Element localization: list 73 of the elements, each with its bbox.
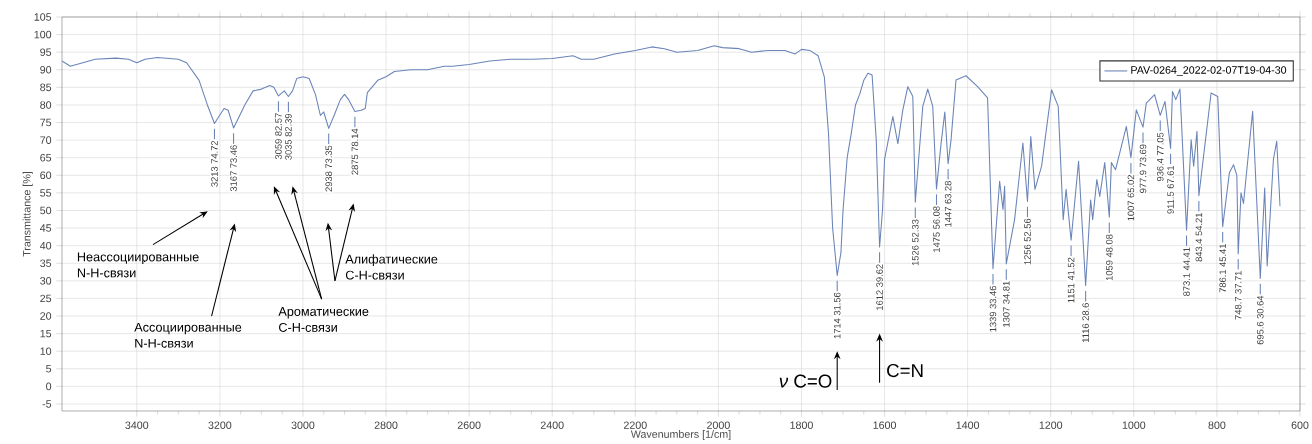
annotation: 1714 31.56 (833, 292, 841, 339)
annotation: 843.4 54.21 (1195, 213, 1203, 262)
annotation: 1526 52.33 (912, 219, 919, 266)
x-tick-label: 3400 (125, 421, 149, 429)
y-tick-label: 55 (40, 189, 52, 197)
annotation: Ассоциированные N-H-связи (134, 322, 242, 348)
y-tick-label: 70 (40, 136, 52, 144)
y-tick-label: 60 (40, 171, 52, 180)
annotation: 695.6 30.64 (1256, 295, 1264, 345)
annotation: 3167 73.46 (230, 145, 237, 192)
x-tick-label: 1400 (956, 421, 980, 429)
annotation: 1447 63.28 (944, 181, 952, 227)
annotation: 1612 39.62 (876, 264, 883, 310)
annotation: 3059 82.57 (275, 113, 282, 160)
x-tick-label: 1600 (873, 421, 897, 429)
annotation: 1059 48.08 (1106, 234, 1113, 281)
annotation: 3035 82.39 (285, 113, 292, 160)
y-tick-label: 25 (40, 294, 52, 303)
x-tick-label: 3200 (208, 421, 232, 429)
legend-label: PAV-0264_2022-02-07T19-04-30 (1131, 66, 1287, 76)
y-tick-label: 95 (40, 48, 52, 56)
y-tick-label: 30 (40, 277, 52, 285)
annotation: 977.9 73.69 (1139, 144, 1147, 193)
annotation: 1475 56.08 (933, 206, 940, 252)
annotation: 936.4 77.05 (1156, 132, 1164, 182)
y-tick-label: 50 (40, 206, 52, 215)
x-axis-title: Wavenumbers [1/cm] (630, 430, 731, 441)
x-tick-label: 800 (1208, 421, 1226, 429)
x-tick-label: 1000 (1122, 421, 1146, 429)
annotation: 1151 41.52 (1067, 257, 1075, 303)
x-tick-label: 2400 (540, 421, 564, 429)
annotation: Алифатические C-H-связи (345, 254, 438, 280)
y-tick-label: 75 (40, 118, 52, 127)
x-tick-label: 2000 (707, 421, 730, 429)
y-tick-label: 5 (46, 365, 52, 373)
y-tick-label: 65 (40, 153, 52, 162)
annotation: 748.7 37.71 (1234, 271, 1242, 320)
annotation: 786.1 45.41 (1219, 244, 1226, 293)
y-tick-label: 80 (40, 101, 52, 109)
annotation: 911.5 67.61 (1167, 165, 1174, 214)
annotation: 2875 78.14 (351, 128, 359, 175)
x-tick-label: 1800 (790, 421, 813, 429)
annotation: C=N (887, 363, 923, 378)
y-tick-label: 100 (34, 30, 52, 39)
annotation: Ароматические C-H-связи (278, 307, 369, 332)
x-tick-label: 2600 (457, 421, 481, 429)
annotation: 1007 65.02 (1127, 175, 1135, 221)
x-tick-label: 2200 (623, 421, 647, 429)
y-tick-label: 15 (40, 329, 52, 338)
annotation: 2938 73.35 (325, 145, 332, 192)
annotation: Неассоциированные N-H-связи (77, 252, 199, 278)
y-axis-title: Transmittance [%] (22, 172, 33, 257)
annotation: 1339 33.46 (989, 286, 997, 332)
annotation: 1307 34.81 (1002, 281, 1010, 327)
y-tick-label: 35 (40, 259, 52, 268)
y-tick-label: 85 (40, 83, 52, 92)
annotation: 873.1 44.41 (1183, 247, 1190, 296)
y-tick-label: 20 (40, 312, 52, 320)
x-tick-label: 3000 (291, 421, 315, 429)
annotation: 1116 28.6 (1082, 303, 1089, 343)
annotation: 3213 74.72 (211, 140, 218, 187)
x-tick-label: 600 (1291, 421, 1309, 429)
y-tick-label: 10 (40, 347, 52, 355)
x-tick-label: 1200 (1039, 421, 1063, 429)
y-tick-label: -5 (42, 400, 52, 408)
y-tick-label: 40 (39, 241, 52, 250)
y-tick-label: 105 (34, 13, 52, 21)
annotation: 1256 52.56 (1024, 218, 1031, 265)
y-tick-label: 90 (40, 65, 52, 74)
y-tick-label: 0 (46, 382, 52, 391)
y-tick-label: 45 (39, 224, 52, 232)
annotation: ν C=O (779, 374, 832, 388)
x-tick-label: 2800 (374, 421, 398, 429)
